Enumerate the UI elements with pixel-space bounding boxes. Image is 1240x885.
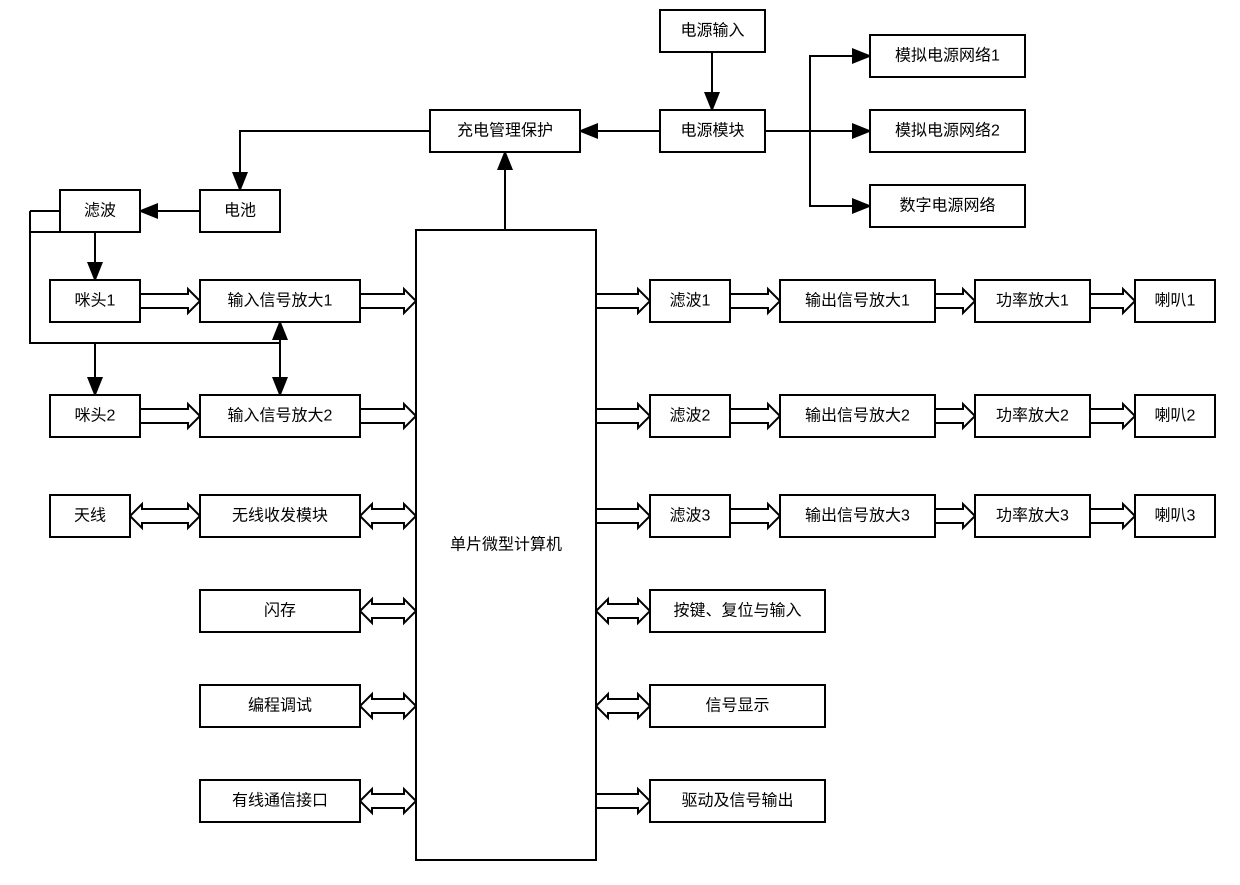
connector-mic1-amp_in1	[140, 289, 200, 313]
label-amp_in1: 输入信号放大1	[228, 292, 333, 310]
connector-flt1-out_amp1	[730, 289, 780, 313]
label-flash: 闪存	[264, 602, 296, 620]
label-pwr_amp2: 功率放大2	[996, 407, 1069, 425]
connector-mcu-display	[596, 694, 650, 718]
label-spk3: 喇叭3	[1155, 507, 1196, 525]
label-analog_pwr1: 模拟电源网络1	[895, 46, 1000, 65]
connector-mcu-drive_out	[596, 789, 650, 813]
label-out_amp1: 输出信号放大1	[805, 292, 910, 310]
connector-pwr_amp1-spk1	[1090, 289, 1135, 313]
label-out_amp3: 输出信号放大3	[805, 507, 910, 525]
arrow-power_mod-analog_pwr1	[765, 56, 870, 131]
label-wired: 有线通信接口	[232, 792, 328, 810]
label-flt3: 滤波3	[670, 507, 711, 525]
label-debug: 编程调试	[248, 697, 312, 715]
connector-wireless-mcu	[360, 504, 416, 528]
connector-wired-mcu	[360, 789, 416, 813]
label-analog_pwr2: 模拟电源网络2	[895, 121, 1000, 140]
label-power_in: 电源输入	[680, 22, 744, 40]
connector-amp_in2-mcu	[360, 404, 416, 428]
label-display: 信号显示	[705, 697, 769, 715]
label-flt1: 滤波1	[670, 292, 711, 310]
label-power_mod: 电源模块	[680, 122, 744, 140]
arrow-charge_mgmt-battery	[240, 131, 430, 190]
diagram-canvas: 电源输入充电管理保护 电源模块 模拟电源网络1 模拟电源网络2 数字电源网络 滤波 电池单片…	[0, 0, 1240, 885]
connector-flash-mcu	[360, 599, 416, 623]
connector-amp_in1-mcu	[360, 289, 416, 313]
label-pwr_amp3: 功率放大3	[996, 507, 1069, 525]
connector-out_amp1-pwr_amp1	[935, 289, 975, 313]
label-spk1: 喇叭1	[1155, 292, 1196, 310]
connector-antenna-wireless	[130, 504, 200, 528]
label-wireless: 无线收发模块	[232, 507, 328, 525]
label-mcu: 单片微型计算机	[450, 535, 562, 554]
connector-mcu-keys	[596, 599, 650, 623]
label-drive_out: 驱动及信号输出	[681, 792, 793, 810]
label-out_amp2: 输出信号放大2	[805, 407, 910, 425]
label-charge_mgmt: 充电管理保护	[457, 122, 553, 140]
connector-out_amp3-pwr_amp3	[935, 504, 975, 528]
label-flt2: 滤波2	[670, 407, 711, 425]
connector-pwr_amp3-spk3	[1090, 504, 1135, 528]
label-antenna: 天线	[74, 507, 106, 525]
label-pwr_amp1: 功率放大1	[996, 292, 1069, 310]
connector-mic2-amp_in2	[140, 404, 200, 428]
connector-flt3-out_amp3	[730, 504, 780, 528]
connector-debug-mcu	[360, 694, 416, 718]
connector-flt2-out_amp2	[730, 404, 780, 428]
connector-out_amp2-pwr_amp2	[935, 404, 975, 428]
connector-mcu-flt1	[596, 289, 650, 313]
label-battery: 电池	[224, 202, 256, 220]
connector-mcu-flt3	[596, 504, 650, 528]
connector-mcu-flt2	[596, 404, 650, 428]
label-filter: 滤波	[84, 202, 116, 220]
label-digital_pwr: 数字电源网络	[899, 196, 995, 215]
label-amp_in2: 输入信号放大2	[228, 407, 333, 425]
label-spk2: 喇叭2	[1155, 407, 1196, 425]
label-mic1: 咪头1	[75, 292, 116, 310]
label-mic2: 咪头2	[75, 407, 116, 425]
label-keys: 按键、复位与输入	[673, 602, 801, 620]
connector-pwr_amp2-spk2	[1090, 404, 1135, 428]
arrow-power_mod-digital_pwr	[810, 131, 870, 206]
